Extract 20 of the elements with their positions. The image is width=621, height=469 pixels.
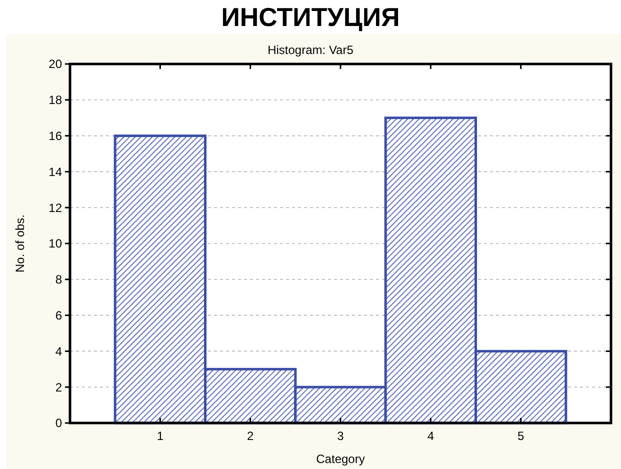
y-tick-label: 12 [48,200,62,215]
y-tick-label: 2 [55,380,62,394]
y-tick-label: 10 [48,236,62,251]
chart-subtitle: Histogram: Var5 [268,43,354,57]
y-tick-label: 18 [48,93,62,108]
x-tick-label: 3 [337,429,344,443]
x-tick-label: 1 [156,429,164,443]
chart-title: ИНСТИТУЦИЯ [221,2,400,32]
x-axis-title: Category [316,452,365,466]
y-tick-label: 20 [48,57,62,72]
x-tick-label: 2 [246,429,254,443]
y-tick-label: 0 [55,416,62,430]
x-tick-label: 5 [517,429,524,443]
y-tick-label: 16 [48,129,62,143]
y-tick-label: 14 [48,164,62,179]
x-tick-label: 4 [427,429,434,443]
y-tick-label: 8 [55,272,62,287]
y-tick-label: 4 [55,344,62,358]
y-axis-title: No. of obs. [13,214,27,273]
y-tick-label: 6 [55,308,62,322]
